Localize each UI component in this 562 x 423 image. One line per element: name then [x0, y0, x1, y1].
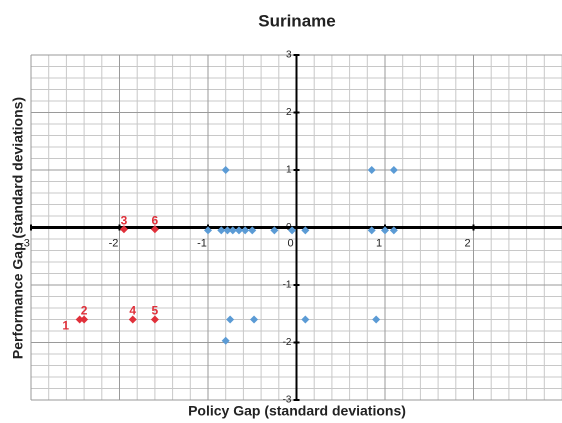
- point: [75, 315, 84, 324]
- x-axis-label: Policy Gap (standard deviations): [188, 403, 406, 419]
- point: [301, 226, 310, 235]
- x-tick-label: 2: [464, 237, 470, 249]
- point: [381, 226, 389, 235]
- y-tick-label: -3: [283, 395, 292, 406]
- point: [241, 226, 250, 235]
- point: [270, 226, 279, 235]
- point: [150, 315, 159, 324]
- point: [248, 226, 257, 235]
- x-tick-label: 0: [287, 237, 293, 249]
- y-axis-label: Performance Gap (standard deviations): [10, 97, 26, 359]
- point: [204, 226, 212, 235]
- point: [128, 315, 137, 324]
- x-tick-label: -1: [197, 237, 207, 249]
- point: [223, 226, 232, 235]
- point: [372, 315, 381, 324]
- y-tick-label: 3: [286, 50, 292, 61]
- y-tick-label: 1: [286, 165, 292, 176]
- point-label: 6: [152, 213, 159, 227]
- point-label: 3: [121, 213, 128, 227]
- point: [389, 166, 398, 174]
- point: [250, 315, 259, 324]
- point-label: 4: [129, 304, 136, 318]
- point: [119, 225, 128, 234]
- point: [367, 226, 376, 235]
- x-tick-label: -2: [109, 237, 119, 249]
- point: [228, 226, 237, 235]
- point: [80, 315, 89, 324]
- point: [288, 226, 297, 235]
- point-label: 5: [152, 304, 159, 318]
- point: [226, 315, 235, 324]
- point: [221, 336, 230, 345]
- point: [389, 226, 398, 235]
- x-tick-label: -3: [20, 237, 30, 249]
- point-label: 1: [62, 319, 69, 333]
- chart-title: Suriname: [258, 11, 335, 30]
- point: [150, 225, 159, 234]
- point-label: 2: [81, 304, 88, 318]
- y-tick-label: -1: [283, 280, 292, 291]
- point: [301, 315, 310, 324]
- point: [367, 166, 376, 174]
- point: [234, 226, 243, 235]
- point: [221, 166, 230, 174]
- y-tick-label: 2: [286, 107, 292, 118]
- y-tick-label: -2: [283, 337, 292, 348]
- point: [217, 226, 226, 235]
- x-tick-label: 1: [376, 237, 382, 249]
